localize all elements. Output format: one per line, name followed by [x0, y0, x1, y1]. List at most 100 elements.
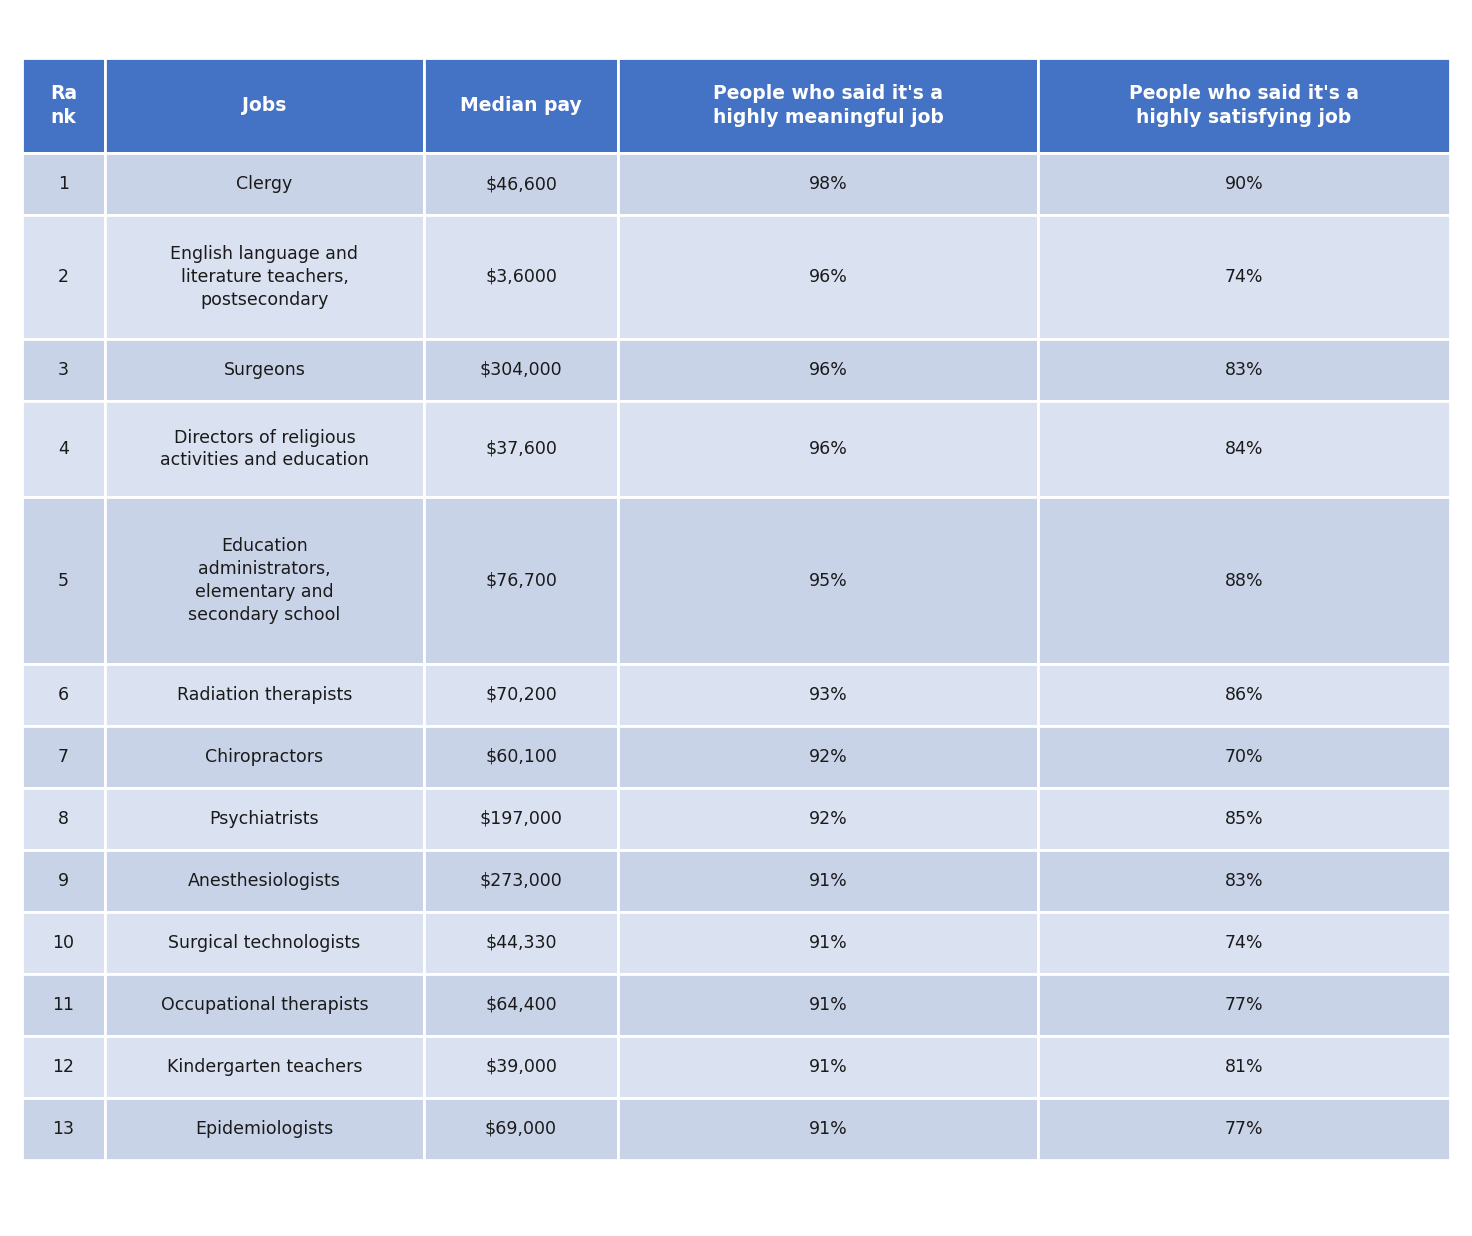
Text: People who said it's a
highly meaningful job: People who said it's a highly meaningful… [712, 84, 944, 127]
Text: Surgical technologists: Surgical technologists [168, 934, 361, 952]
Text: Kindergarten teachers: Kindergarten teachers [166, 1058, 362, 1077]
Text: Jobs: Jobs [243, 96, 287, 115]
FancyBboxPatch shape [22, 726, 105, 789]
Text: 7: 7 [57, 748, 69, 766]
FancyBboxPatch shape [1038, 153, 1450, 215]
FancyBboxPatch shape [424, 726, 618, 789]
FancyBboxPatch shape [22, 1036, 105, 1098]
FancyBboxPatch shape [424, 1036, 618, 1098]
Text: Occupational therapists: Occupational therapists [160, 996, 368, 1014]
Text: 74%: 74% [1225, 268, 1263, 286]
FancyBboxPatch shape [105, 1036, 424, 1098]
Text: 12: 12 [53, 1058, 75, 1077]
FancyBboxPatch shape [1038, 664, 1450, 726]
Text: Clergy: Clergy [237, 176, 293, 193]
Text: 98%: 98% [808, 176, 848, 193]
FancyBboxPatch shape [22, 912, 105, 974]
FancyBboxPatch shape [105, 58, 424, 153]
Text: People who said it's a
highly satisfying job: People who said it's a highly satisfying… [1129, 84, 1359, 127]
Text: 83%: 83% [1225, 873, 1263, 890]
Text: 91%: 91% [808, 996, 848, 1014]
FancyBboxPatch shape [1038, 850, 1450, 912]
Text: 96%: 96% [808, 268, 848, 286]
Text: 90%: 90% [1225, 176, 1263, 193]
FancyBboxPatch shape [22, 497, 105, 664]
FancyBboxPatch shape [618, 912, 1038, 974]
Text: 83%: 83% [1225, 361, 1263, 379]
FancyBboxPatch shape [22, 850, 105, 912]
FancyBboxPatch shape [22, 339, 105, 400]
Text: 96%: 96% [808, 361, 848, 379]
Text: 92%: 92% [808, 748, 848, 766]
Text: 86%: 86% [1225, 686, 1263, 705]
Text: 2: 2 [57, 268, 69, 286]
Text: $60,100: $60,100 [486, 748, 556, 766]
Text: 91%: 91% [808, 934, 848, 952]
Text: 84%: 84% [1225, 440, 1263, 459]
FancyBboxPatch shape [424, 789, 618, 850]
Text: 1: 1 [57, 176, 69, 193]
FancyBboxPatch shape [105, 339, 424, 400]
FancyBboxPatch shape [1038, 339, 1450, 400]
FancyBboxPatch shape [105, 726, 424, 789]
Text: $76,700: $76,700 [486, 571, 556, 590]
Text: 77%: 77% [1225, 996, 1263, 1014]
Text: $304,000: $304,000 [480, 361, 562, 379]
FancyBboxPatch shape [424, 974, 618, 1036]
FancyBboxPatch shape [424, 912, 618, 974]
FancyBboxPatch shape [105, 974, 424, 1036]
Text: 77%: 77% [1225, 1120, 1263, 1138]
Text: English language and
literature teachers,
postsecondary: English language and literature teachers… [171, 245, 359, 309]
FancyBboxPatch shape [105, 400, 424, 497]
Text: 92%: 92% [808, 810, 848, 828]
FancyBboxPatch shape [618, 153, 1038, 215]
Text: 85%: 85% [1225, 810, 1263, 828]
Text: 9: 9 [57, 873, 69, 890]
FancyBboxPatch shape [22, 1098, 105, 1161]
Text: 93%: 93% [808, 686, 848, 705]
FancyBboxPatch shape [105, 789, 424, 850]
Text: Chiropractors: Chiropractors [206, 748, 324, 766]
Text: Radiation therapists: Radiation therapists [177, 686, 352, 705]
Text: 13: 13 [53, 1120, 75, 1138]
Text: $37,600: $37,600 [486, 440, 556, 459]
Text: Education
administrators,
elementary and
secondary school: Education administrators, elementary and… [188, 538, 340, 624]
FancyBboxPatch shape [105, 850, 424, 912]
FancyBboxPatch shape [618, 974, 1038, 1036]
Text: 91%: 91% [808, 1120, 848, 1138]
Text: $39,000: $39,000 [486, 1058, 556, 1077]
Text: Surgeons: Surgeons [224, 361, 305, 379]
FancyBboxPatch shape [618, 497, 1038, 664]
Text: 70%: 70% [1225, 748, 1263, 766]
Text: Median pay: Median pay [461, 96, 581, 115]
Text: 91%: 91% [808, 1058, 848, 1077]
FancyBboxPatch shape [618, 215, 1038, 339]
Text: 10: 10 [53, 934, 75, 952]
Text: $197,000: $197,000 [480, 810, 562, 828]
FancyBboxPatch shape [424, 339, 618, 400]
FancyBboxPatch shape [618, 789, 1038, 850]
FancyBboxPatch shape [1038, 1098, 1450, 1161]
Text: $273,000: $273,000 [480, 873, 562, 890]
Text: $46,600: $46,600 [486, 176, 556, 193]
FancyBboxPatch shape [618, 1098, 1038, 1161]
Text: 6: 6 [57, 686, 69, 705]
FancyBboxPatch shape [22, 153, 105, 215]
FancyBboxPatch shape [618, 58, 1038, 153]
Text: 5: 5 [57, 571, 69, 590]
FancyBboxPatch shape [618, 1036, 1038, 1098]
FancyBboxPatch shape [1038, 497, 1450, 664]
Text: 11: 11 [53, 996, 75, 1014]
FancyBboxPatch shape [105, 664, 424, 726]
FancyBboxPatch shape [618, 400, 1038, 497]
FancyBboxPatch shape [105, 497, 424, 664]
FancyBboxPatch shape [424, 400, 618, 497]
FancyBboxPatch shape [424, 850, 618, 912]
FancyBboxPatch shape [1038, 1036, 1450, 1098]
FancyBboxPatch shape [424, 497, 618, 664]
FancyBboxPatch shape [618, 850, 1038, 912]
FancyBboxPatch shape [105, 215, 424, 339]
Text: 95%: 95% [808, 571, 848, 590]
FancyBboxPatch shape [105, 153, 424, 215]
Text: Epidemiologists: Epidemiologists [196, 1120, 334, 1138]
